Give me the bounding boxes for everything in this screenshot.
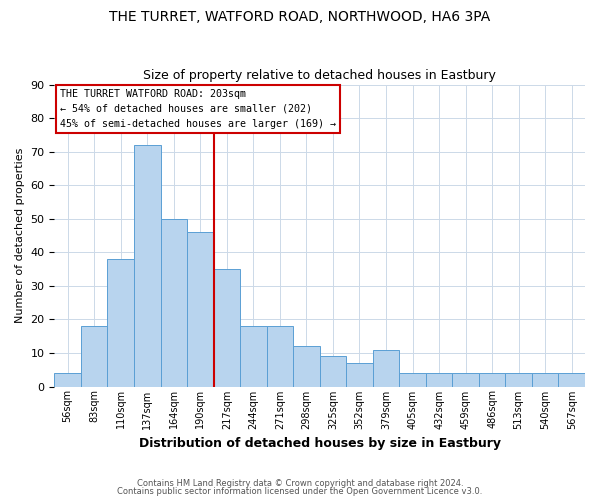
Bar <box>161 219 187 386</box>
Bar <box>452 373 479 386</box>
Bar <box>107 259 134 386</box>
Title: Size of property relative to detached houses in Eastbury: Size of property relative to detached ho… <box>143 69 496 82</box>
Bar <box>532 373 559 386</box>
Bar <box>214 269 240 386</box>
Bar <box>426 373 452 386</box>
Bar <box>559 373 585 386</box>
Text: Contains public sector information licensed under the Open Government Licence v3: Contains public sector information licen… <box>118 487 482 496</box>
Bar <box>505 373 532 386</box>
Text: Contains HM Land Registry data © Crown copyright and database right 2024.: Contains HM Land Registry data © Crown c… <box>137 478 463 488</box>
Bar <box>240 326 266 386</box>
Bar <box>320 356 346 386</box>
Bar <box>293 346 320 387</box>
Bar <box>346 363 373 386</box>
Bar <box>479 373 505 386</box>
Text: THE TURRET, WATFORD ROAD, NORTHWOOD, HA6 3PA: THE TURRET, WATFORD ROAD, NORTHWOOD, HA6… <box>109 10 491 24</box>
Bar <box>187 232 214 386</box>
Y-axis label: Number of detached properties: Number of detached properties <box>15 148 25 323</box>
X-axis label: Distribution of detached houses by size in Eastbury: Distribution of detached houses by size … <box>139 437 501 450</box>
Bar <box>399 373 426 386</box>
Bar <box>373 350 399 387</box>
Bar <box>81 326 107 386</box>
Bar <box>134 145 161 386</box>
Bar <box>55 373 81 386</box>
Bar <box>266 326 293 386</box>
Text: THE TURRET WATFORD ROAD: 203sqm
← 54% of detached houses are smaller (202)
45% o: THE TURRET WATFORD ROAD: 203sqm ← 54% of… <box>60 89 336 128</box>
